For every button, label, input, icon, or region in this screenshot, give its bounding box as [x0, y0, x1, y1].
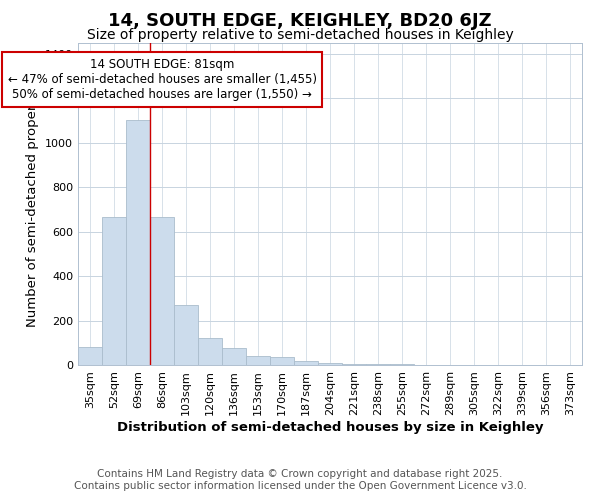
Bar [270, 357, 294, 365]
Bar [246, 356, 270, 365]
Bar [294, 360, 318, 365]
Bar [174, 305, 198, 365]
Text: Size of property relative to semi-detached houses in Keighley: Size of property relative to semi-detach… [86, 28, 514, 42]
Bar [126, 120, 150, 365]
Bar [102, 217, 126, 365]
Bar [150, 217, 174, 365]
Bar [342, 364, 366, 365]
Bar [390, 364, 414, 365]
Text: 14 SOUTH EDGE: 81sqm
← 47% of semi-detached houses are smaller (1,455)
50% of se: 14 SOUTH EDGE: 81sqm ← 47% of semi-detac… [7, 58, 317, 101]
Text: Contains HM Land Registry data © Crown copyright and database right 2025.
Contai: Contains HM Land Registry data © Crown c… [74, 470, 526, 491]
Bar [198, 338, 222, 365]
Text: 14, SOUTH EDGE, KEIGHLEY, BD20 6JZ: 14, SOUTH EDGE, KEIGHLEY, BD20 6JZ [108, 12, 492, 30]
Bar [78, 347, 102, 365]
Bar [366, 364, 390, 365]
Bar [222, 348, 246, 365]
X-axis label: Distribution of semi-detached houses by size in Keighley: Distribution of semi-detached houses by … [117, 420, 543, 434]
Y-axis label: Number of semi-detached properties: Number of semi-detached properties [26, 80, 40, 327]
Bar [318, 363, 342, 365]
